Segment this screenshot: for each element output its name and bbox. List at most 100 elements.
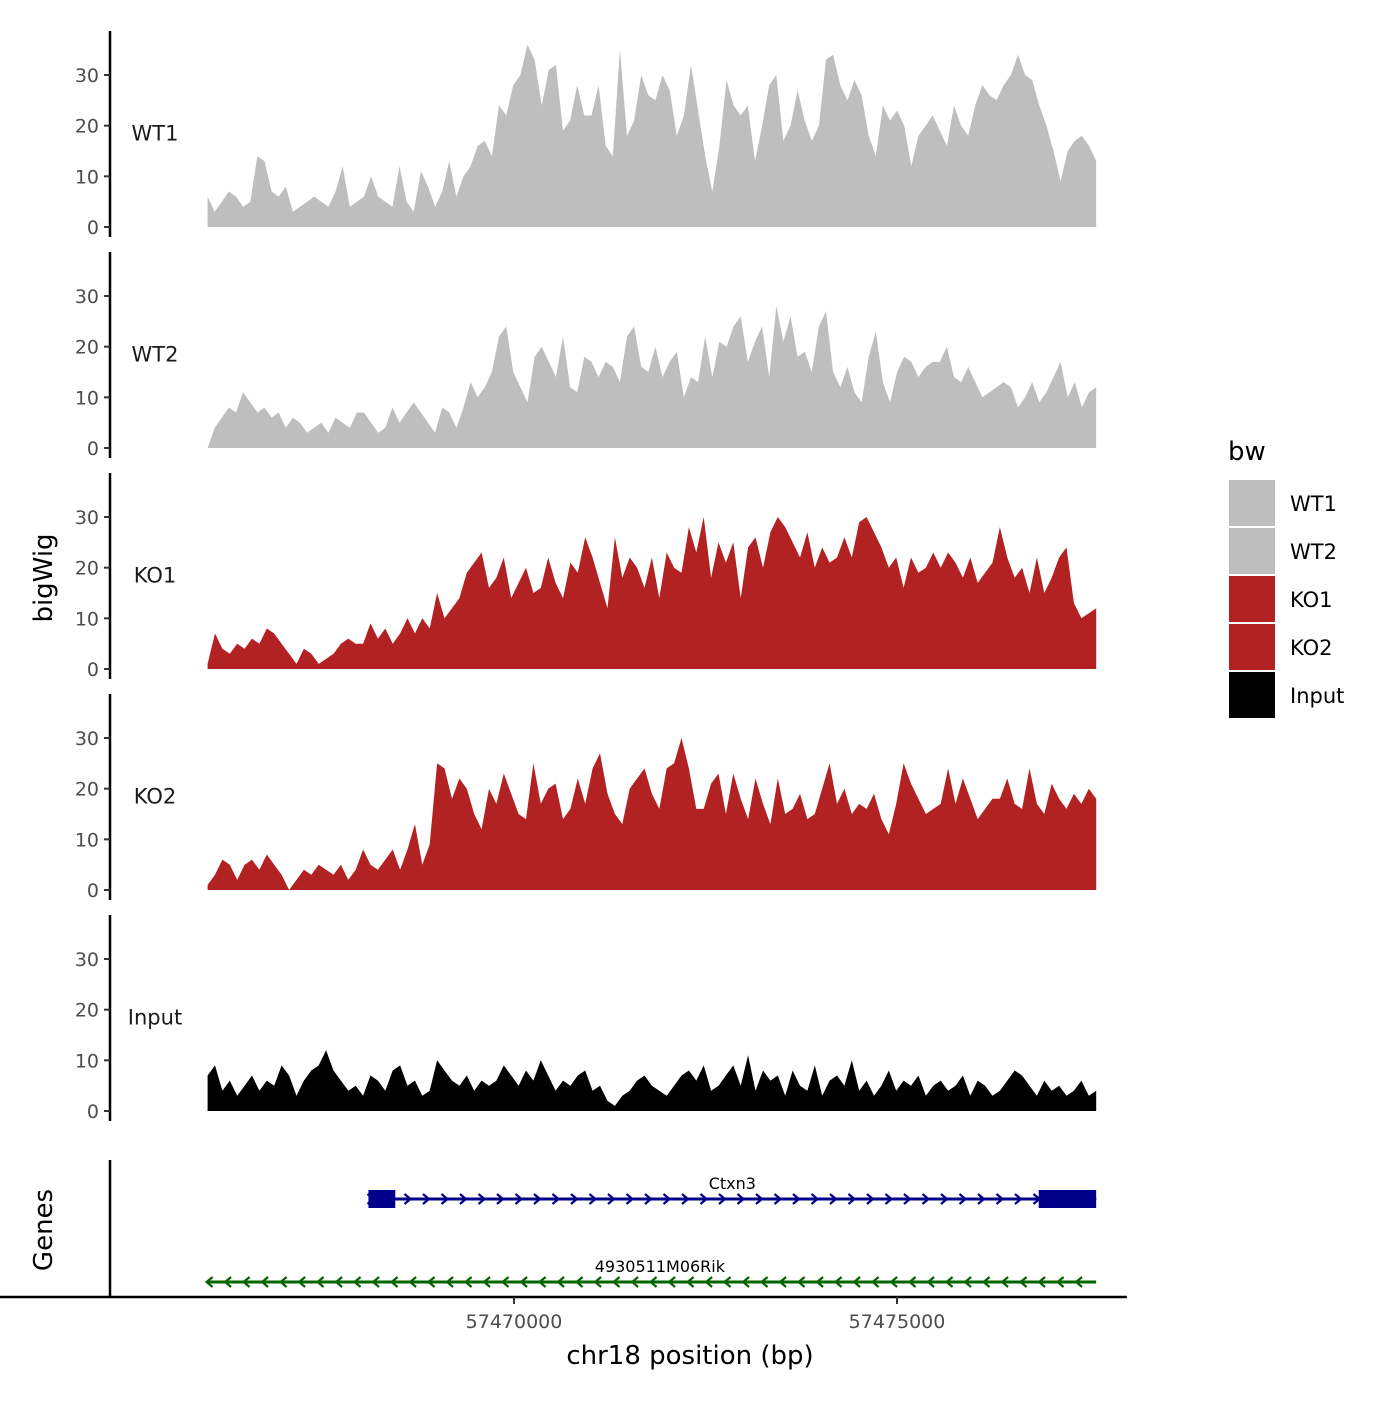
strand-arrow xyxy=(755,1193,764,1205)
strand-arrow xyxy=(741,1276,750,1288)
panel-ko1: 0 10 20 30 KO1 xyxy=(75,473,1097,681)
strand-arrow xyxy=(551,1193,561,1205)
strand-arrow xyxy=(944,1276,954,1288)
legend-swatch xyxy=(1229,480,1275,526)
strand-arrow xyxy=(482,1276,491,1288)
strand-arrow xyxy=(315,1276,325,1288)
strand-arrow xyxy=(514,1193,524,1205)
strand-arrow xyxy=(907,1276,917,1288)
strand-arrow xyxy=(866,1193,875,1205)
gene-label: Ctxn3 xyxy=(709,1174,756,1193)
legend-item-wt2: WT2 xyxy=(1229,528,1337,574)
y-tick-label: 0 xyxy=(87,1101,99,1123)
exon-block xyxy=(1038,1190,1097,1208)
strand-arrow xyxy=(334,1276,343,1288)
strand-arrow xyxy=(477,1193,487,1205)
gene-track: Ctxn3 4930511M06Rik xyxy=(108,1160,1097,1298)
coverage-area-wt2 xyxy=(207,306,1097,448)
y-tick-label: 10 xyxy=(75,1050,99,1072)
exon-block xyxy=(368,1190,396,1208)
gene-track-title: Genes xyxy=(29,1189,59,1271)
strand-arrow xyxy=(889,1276,898,1288)
strand-arrow xyxy=(426,1276,436,1288)
strand-arrow xyxy=(1037,1276,1046,1288)
strand-arrow xyxy=(778,1276,787,1288)
strand-arrow xyxy=(519,1276,528,1288)
coverage-area-ko1 xyxy=(207,517,1097,669)
panel-wt1: 0 10 20 30 WT1 xyxy=(75,31,1097,239)
strand-arrow xyxy=(981,1276,991,1288)
strand-arrow xyxy=(940,1193,949,1205)
y-tick-label: 30 xyxy=(75,949,99,971)
strand-arrow xyxy=(704,1276,713,1288)
y-tick-label: 30 xyxy=(75,507,99,529)
panel-label-ko2: KO2 xyxy=(134,784,177,808)
x-tick-label: 57475000 xyxy=(849,1311,946,1333)
strand-arrow xyxy=(792,1193,801,1205)
strand-arrow xyxy=(926,1276,935,1288)
strand-arrow xyxy=(829,1193,838,1205)
strand-arrow xyxy=(810,1193,820,1205)
y-tick-label: 10 xyxy=(75,829,99,851)
strand-arrow xyxy=(921,1193,931,1205)
strand-arrow xyxy=(403,1193,413,1205)
gene-4930511m06rik: 4930511M06Rik xyxy=(204,1257,1097,1288)
panel-ko2: 0 10 20 30 KO2 xyxy=(75,694,1097,902)
strand-arrow xyxy=(833,1276,843,1288)
strand-arrow xyxy=(630,1276,639,1288)
strand-arrow xyxy=(718,1193,727,1205)
legend-item-wt1: WT1 xyxy=(1229,480,1337,526)
strand-arrow xyxy=(773,1193,783,1205)
y-tick-label: 30 xyxy=(75,728,99,750)
coverage-area-wt1 xyxy=(207,44,1097,227)
x-axis-title: chr18 position (bp) xyxy=(566,1341,813,1371)
y-tick-label: 0 xyxy=(87,217,99,239)
strand-arrow xyxy=(459,1193,468,1205)
y-tick-label: 20 xyxy=(75,558,99,580)
strand-arrow xyxy=(496,1193,505,1205)
panel-label-wt1: WT1 xyxy=(132,121,179,145)
panel-wt2: 0 10 20 30 WT2 xyxy=(75,252,1097,460)
strand-arrow xyxy=(223,1276,232,1288)
strand-arrow xyxy=(422,1193,431,1205)
strand-arrow xyxy=(662,1193,672,1205)
strand-arrow xyxy=(796,1276,806,1288)
strand-arrow xyxy=(977,1193,986,1205)
strand-arrow xyxy=(903,1193,912,1205)
strand-arrow xyxy=(463,1276,473,1288)
legend-label: KO1 xyxy=(1290,588,1333,612)
y-tick-label: 30 xyxy=(75,65,99,87)
y-tick-label: 10 xyxy=(75,387,99,409)
y-tick-label: 10 xyxy=(75,608,99,630)
strand-arrow xyxy=(611,1276,621,1288)
panel-input: 0 10 20 30 Input xyxy=(75,915,1097,1123)
strand-arrow xyxy=(500,1276,510,1288)
x-axis: 57470000 57475000 xyxy=(0,1295,1127,1333)
strand-arrow xyxy=(556,1276,565,1288)
strand-arrow xyxy=(870,1276,880,1288)
strand-arrow xyxy=(445,1276,454,1288)
strand-arrow xyxy=(574,1276,584,1288)
strand-arrow xyxy=(625,1193,635,1205)
coverage-area-ko2 xyxy=(207,738,1097,890)
y-tick-label: 20 xyxy=(75,1000,99,1022)
legend-swatch xyxy=(1229,624,1275,670)
y-axis-title: bigWig xyxy=(29,533,59,622)
strand-arrow xyxy=(607,1193,616,1205)
gene-label: 4930511M06Rik xyxy=(595,1257,726,1276)
strand-arrow xyxy=(681,1193,690,1205)
strand-arrow xyxy=(260,1276,269,1288)
strand-arrow xyxy=(1018,1276,1028,1288)
strand-arrow xyxy=(297,1276,306,1288)
legend-label: WT2 xyxy=(1290,540,1337,564)
legend-item-ko1: KO1 xyxy=(1229,576,1333,622)
y-tick-label: 0 xyxy=(87,659,99,681)
strand-arrow xyxy=(852,1276,861,1288)
y-tick-label: 20 xyxy=(75,337,99,359)
legend-item-ko2: KO2 xyxy=(1229,624,1333,670)
strand-arrow xyxy=(699,1193,709,1205)
strand-arrow xyxy=(644,1193,653,1205)
strand-arrow xyxy=(722,1276,732,1288)
strand-arrow xyxy=(278,1276,288,1288)
